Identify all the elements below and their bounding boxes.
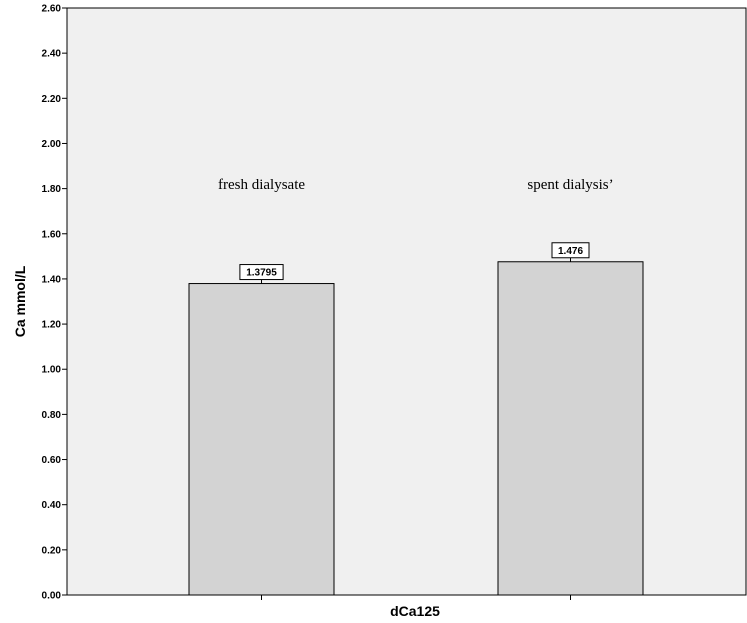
bar xyxy=(497,261,644,596)
category-label: spent dialysis’ xyxy=(527,177,613,193)
category-label: fresh dialysate xyxy=(218,177,305,193)
y-tick-label: 2.20 xyxy=(42,94,62,105)
data-label: 1.476 xyxy=(558,246,583,257)
y-axis: 0.00 0.20 0.40 0.60 0.80 1.00 1.20 1.40 1.60 1.80… xyxy=(42,4,67,602)
y-tick-label: 2.60 xyxy=(42,4,62,15)
y-axis-title: Ca mmol/L xyxy=(12,265,28,337)
y-tick-label: 2.40 xyxy=(42,49,62,60)
plot-area xyxy=(66,7,747,596)
y-tick-label: 1.80 xyxy=(42,184,62,195)
y-tick-label: 1.00 xyxy=(42,365,62,376)
y-tick-label: 0.20 xyxy=(42,545,62,556)
x-axis-title: dCa125 xyxy=(390,603,440,619)
y-tick-label: 0.40 xyxy=(42,500,62,511)
y-tick-label: 0.60 xyxy=(42,455,62,466)
y-tick-label: 1.40 xyxy=(42,274,62,285)
y-tick-label: 2.00 xyxy=(42,139,62,150)
bars: 1.3795 fresh dialysate 1.476 spent dialysis… xyxy=(188,177,644,596)
x-axis xyxy=(261,595,571,600)
y-tick-label: 0.80 xyxy=(42,410,62,421)
y-tick-label: 1.60 xyxy=(42,229,62,240)
bar xyxy=(188,283,335,596)
y-tick-label: 1.20 xyxy=(42,320,62,331)
y-tick-label: 0.00 xyxy=(42,591,62,602)
data-label: 1.3795 xyxy=(246,268,277,279)
